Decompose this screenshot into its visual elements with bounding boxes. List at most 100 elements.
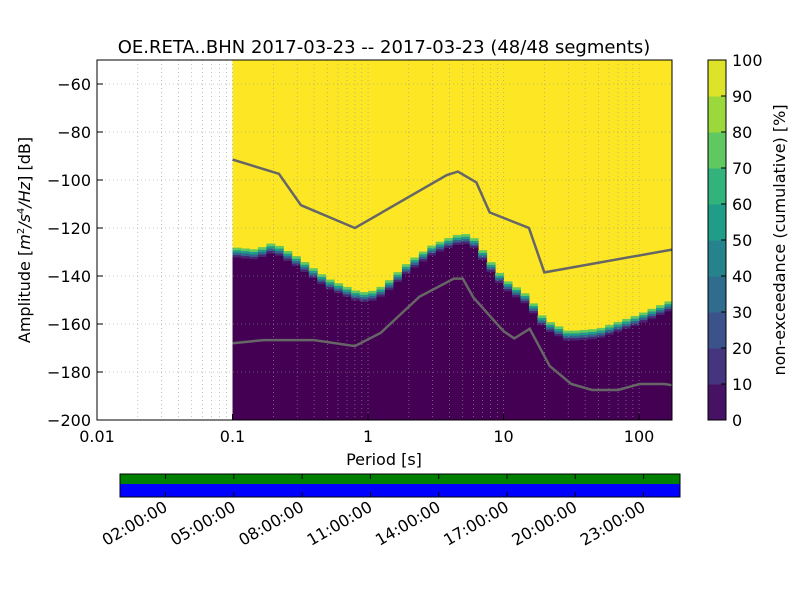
pdf-cell: [410, 259, 420, 263]
pdf-cell: [249, 258, 259, 420]
colorbar-segment: [708, 240, 726, 277]
pdf-cell: [520, 300, 530, 304]
pdf-cell: [596, 335, 606, 338]
pdf-cell: [622, 323, 632, 327]
pdf-cell: [300, 269, 310, 272]
pdf-cell: [427, 245, 437, 249]
pdf-cell: [291, 260, 301, 264]
pdf-cell: [469, 247, 479, 420]
pdf-cell: [647, 313, 657, 317]
pdf-cell: [300, 266, 310, 270]
pdf-cell: [503, 286, 513, 289]
pdf-cell: [664, 308, 673, 312]
y-tick-label: −160: [47, 315, 91, 334]
pdf-cell: [300, 262, 310, 265]
pdf-cell: [325, 286, 335, 290]
pdf-cell: [562, 337, 572, 341]
colorbar-tick-label: 50: [732, 231, 752, 250]
y-tick-label: −120: [47, 219, 91, 238]
pdf-cell: [249, 251, 259, 255]
pdf-cell: [630, 323, 640, 326]
pdf-cell: [359, 292, 369, 295]
pdf-cell: [257, 249, 267, 253]
pdf-cell: [622, 328, 632, 420]
pdf-cell: [571, 335, 581, 339]
pdf-cell: [240, 255, 250, 259]
colorbar-tick-label: 10: [732, 375, 752, 394]
pdf-cell: [596, 332, 606, 336]
pdf-cell: [274, 245, 284, 249]
pdf-cell: [613, 331, 623, 420]
pdf-cell: [351, 297, 361, 301]
pdf-cell: [545, 324, 555, 328]
pdf-cell: [232, 257, 242, 420]
pdf-cell: [520, 293, 530, 297]
colorbar-segment: [708, 276, 726, 313]
pdf-cell: [317, 274, 327, 277]
pdf-cell: [639, 317, 649, 321]
pdf-cell: [444, 242, 454, 246]
pdf-cell: [588, 336, 598, 340]
pdf-cell: [478, 252, 488, 256]
colorbar-segment: [708, 96, 726, 133]
pdf-cell: [630, 318, 640, 321]
pdf-cell: [300, 264, 310, 268]
pdf-cell: [266, 248, 276, 252]
timeline-tick-label: 11:00:00: [304, 497, 376, 549]
pdf-cell: [605, 327, 615, 330]
pdf-cell: [427, 247, 437, 251]
pdf-cell: [283, 253, 293, 257]
pdf-cell: [291, 258, 301, 262]
pdf-cell: [452, 244, 462, 420]
pdf-cell: [257, 251, 267, 255]
pdf-cell: [232, 247, 242, 251]
pdf-cell: [257, 256, 267, 420]
pdf-heatmap: [232, 60, 673, 420]
pdf-cell: [554, 328, 564, 332]
pdf-cell: [317, 279, 327, 282]
pdf-cell: [605, 332, 615, 335]
pdf-cell: [401, 271, 411, 275]
pdf-cell: [401, 266, 411, 270]
pdf-cell: [656, 307, 665, 311]
pdf-cell: [461, 241, 471, 244]
x-tick-label: 10: [493, 427, 513, 446]
pdf-cell: [554, 333, 564, 337]
pdf-cell: [486, 264, 496, 268]
pdf-cell: [249, 249, 259, 253]
pdf-cell: [512, 294, 521, 298]
pdf-cell: [240, 250, 250, 254]
colorbar-segment: [708, 348, 726, 385]
pdf-cell: [469, 245, 479, 249]
pdf-cell: [240, 253, 250, 256]
pdf-cell: [266, 250, 276, 254]
pdf-cell: [452, 239, 462, 243]
colorbar-tick-label: 90: [732, 87, 752, 106]
x-tick-label: 100: [624, 427, 655, 446]
pdf-cell: [384, 280, 394, 283]
colorbar-tick-label: 30: [732, 303, 752, 322]
colorbar-tick-label: 70: [732, 159, 752, 178]
colorbar-segment: [708, 312, 726, 349]
pdf-cell: [596, 327, 606, 331]
pdf-cell: [639, 319, 649, 323]
pdf-cell: [283, 251, 293, 254]
pdf-cell: [579, 334, 589, 338]
pdf-cell: [317, 281, 327, 285]
pdf-cell: [418, 251, 428, 255]
colorbar-segment: [708, 204, 726, 241]
axes: 0.01 0.1 1 10 100 −60 −80 −100 −120 −140 −160 −180 −…: [47, 75, 654, 446]
data-coverage-timeline: 02:00:0005:00:0008:00:0011:00:0014:00:00…: [99, 473, 681, 550]
pdf-cell: [478, 257, 488, 261]
timeline-tick-label: 14:00:00: [372, 497, 444, 549]
pdf-cell: [359, 296, 369, 300]
pdf-cell: [384, 282, 394, 286]
x-tick-label: 0.01: [79, 427, 115, 446]
pdf-cell: [596, 330, 606, 333]
timeline-tick-label: 20:00:00: [509, 497, 581, 549]
pdf-cell: [393, 281, 403, 420]
pdf-cell: [520, 298, 530, 301]
timeline-tick-label: 23:00:00: [577, 497, 649, 549]
pdf-cell: [545, 322, 555, 325]
pdf-cell: [452, 242, 462, 245]
